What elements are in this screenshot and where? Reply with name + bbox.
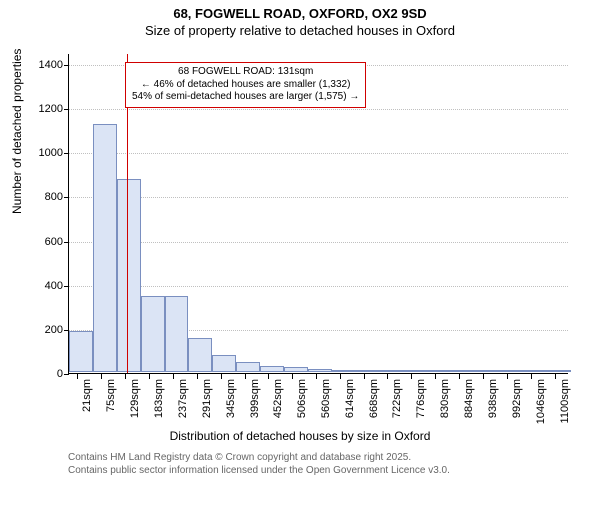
chart-title-address: 68, FOGWELL ROAD, OXFORD, OX2 9SD [0, 6, 600, 21]
ytick-label: 400 [23, 280, 63, 292]
xtick-label: 452sqm [272, 379, 284, 418]
xtick-label: 1046sqm [535, 379, 547, 424]
ytick-mark [64, 109, 69, 110]
histogram-bar [451, 370, 475, 372]
xtick-label: 183sqm [153, 379, 165, 418]
xtick-label: 21sqm [81, 379, 93, 412]
histogram-bar [165, 296, 189, 372]
xtick-label: 129sqm [129, 379, 141, 418]
xtick-label: 992sqm [511, 379, 523, 418]
histogram-bar [308, 369, 332, 372]
xtick-label: 75sqm [105, 379, 117, 412]
xtick-label: 291sqm [201, 379, 213, 418]
annotation-box: 68 FOGWELL ROAD: 131sqm← 46% of detached… [125, 62, 366, 108]
histogram-bar [117, 179, 141, 372]
xtick-mark [316, 374, 317, 379]
xtick-label: 776sqm [415, 379, 427, 418]
xtick-label: 938sqm [487, 379, 499, 418]
xtick-mark [149, 374, 150, 379]
xtick-mark [531, 374, 532, 379]
ytick-label: 200 [23, 324, 63, 336]
xtick-label: 722sqm [391, 379, 403, 418]
annotation-line: ← 46% of detached houses are smaller (1,… [132, 79, 359, 92]
ytick-label: 0 [23, 368, 63, 380]
histogram-bar [380, 370, 404, 372]
y-axis-label: Number of detached properties [10, 49, 24, 214]
xtick-mark [483, 374, 484, 379]
attribution-footer: Contains HM Land Registry data © Crown c… [68, 451, 450, 477]
xtick-mark [459, 374, 460, 379]
xtick-label: 884sqm [463, 379, 475, 418]
xtick-mark [364, 374, 365, 379]
xtick-mark [197, 374, 198, 379]
xtick-mark [221, 374, 222, 379]
chart-plot-area: 68 FOGWELL ROAD: 131sqm← 46% of detached… [68, 54, 568, 374]
xtick-mark [173, 374, 174, 379]
xtick-mark [268, 374, 269, 379]
xtick-mark [555, 374, 556, 379]
footer-line-2: Contains public sector information licen… [68, 464, 450, 477]
xtick-mark [387, 374, 388, 379]
xtick-label: 399sqm [249, 379, 261, 418]
ytick-label: 1400 [23, 59, 63, 71]
histogram-bar [356, 370, 380, 372]
x-axis-label: Distribution of detached houses by size … [0, 429, 600, 443]
xtick-mark [435, 374, 436, 379]
histogram-bar [427, 370, 451, 372]
xtick-mark [77, 374, 78, 379]
histogram-bar [547, 370, 571, 372]
xtick-label: 614sqm [344, 379, 356, 418]
gridline [69, 286, 568, 287]
xtick-label: 506sqm [296, 379, 308, 418]
ytick-mark [64, 286, 69, 287]
chart-title-description: Size of property relative to detached ho… [0, 23, 600, 38]
xtick-mark [245, 374, 246, 379]
xtick-label: 237sqm [177, 379, 189, 418]
xtick-mark [411, 374, 412, 379]
histogram-bar [188, 338, 212, 372]
gridline [69, 153, 568, 154]
histogram-bar [212, 355, 236, 372]
ytick-mark [64, 153, 69, 154]
histogram-bar [332, 370, 356, 372]
footer-line-1: Contains HM Land Registry data © Crown c… [68, 451, 450, 464]
histogram-bar [93, 124, 117, 372]
ytick-mark [64, 242, 69, 243]
ytick-mark [64, 65, 69, 66]
xtick-mark [507, 374, 508, 379]
xtick-mark [340, 374, 341, 379]
ytick-label: 1200 [23, 103, 63, 115]
annotation-line: 54% of semi-detached houses are larger (… [132, 91, 359, 104]
histogram-bar [284, 367, 308, 372]
histogram-bar [260, 366, 284, 372]
xtick-label: 560sqm [320, 379, 332, 418]
xtick-mark [101, 374, 102, 379]
ytick-mark [64, 374, 69, 375]
xtick-label: 345sqm [225, 379, 237, 418]
histogram-bar [475, 370, 499, 372]
ytick-mark [64, 197, 69, 198]
histogram-bar [141, 296, 165, 372]
histogram-bar [499, 370, 523, 372]
ytick-label: 1000 [23, 147, 63, 159]
xtick-mark [292, 374, 293, 379]
annotation-line: 68 FOGWELL ROAD: 131sqm [132, 66, 359, 79]
ytick-label: 800 [23, 191, 63, 203]
histogram-bar [404, 370, 428, 372]
xtick-mark [125, 374, 126, 379]
xtick-label: 668sqm [368, 379, 380, 418]
xtick-label: 1100sqm [559, 379, 571, 423]
ytick-label: 600 [23, 236, 63, 248]
histogram-bar [69, 331, 93, 372]
histogram-bar [523, 370, 547, 372]
gridline [69, 242, 568, 243]
gridline [69, 109, 568, 110]
xtick-label: 830sqm [439, 379, 451, 418]
gridline [69, 197, 568, 198]
histogram-bar [236, 362, 260, 372]
